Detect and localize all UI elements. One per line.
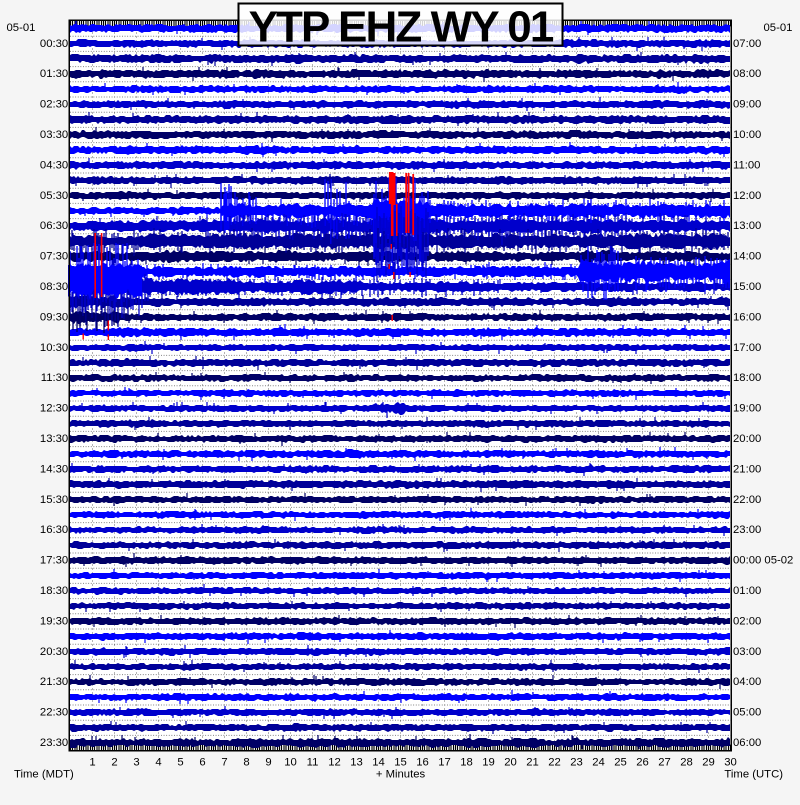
svg-text:Time (UTC): Time (UTC) [724, 769, 783, 781]
svg-text:14:30: 14:30 [40, 463, 68, 475]
svg-text:13:30: 13:30 [40, 433, 68, 445]
svg-text:02:00: 02:00 [733, 615, 761, 627]
svg-text:21:30: 21:30 [40, 676, 68, 688]
svg-text:22:30: 22:30 [40, 707, 68, 719]
svg-text:11:30: 11:30 [41, 372, 68, 384]
svg-text:12: 12 [328, 757, 341, 769]
svg-text:22: 22 [548, 757, 561, 769]
svg-text:23:00: 23:00 [733, 524, 761, 536]
svg-text:19:00: 19:00 [733, 403, 761, 415]
svg-text:07:30: 07:30 [40, 251, 68, 263]
svg-text:11:00: 11:00 [733, 159, 760, 171]
svg-text:19: 19 [482, 757, 495, 769]
svg-text:20:30: 20:30 [40, 646, 68, 658]
svg-text:14: 14 [372, 757, 385, 769]
svg-text:11: 11 [307, 757, 319, 769]
svg-text:20: 20 [504, 757, 517, 769]
svg-text:28: 28 [680, 757, 693, 769]
svg-text:04:00: 04:00 [733, 676, 761, 688]
svg-text:05-01: 05-01 [7, 22, 36, 34]
svg-text:1: 1 [89, 757, 95, 769]
svg-text:12:00: 12:00 [733, 190, 761, 202]
svg-text:6: 6 [199, 757, 205, 769]
svg-text:16: 16 [416, 757, 429, 769]
svg-text:10:00: 10:00 [733, 129, 761, 141]
svg-text:10:30: 10:30 [40, 342, 68, 354]
svg-text:Time (MDT): Time (MDT) [14, 769, 74, 781]
svg-text:26: 26 [636, 757, 649, 769]
svg-text:23: 23 [570, 757, 583, 769]
svg-text:5: 5 [177, 757, 183, 769]
svg-text:24: 24 [592, 757, 605, 769]
svg-text:29: 29 [702, 757, 715, 769]
svg-text:03:00: 03:00 [733, 646, 761, 658]
svg-text:YTP EHZ WY 01: YTP EHZ WY 01 [249, 3, 554, 52]
svg-text:01:00: 01:00 [733, 585, 761, 597]
svg-text:00:00 05-02: 00:00 05-02 [733, 555, 793, 567]
svg-text:17:30: 17:30 [40, 555, 68, 567]
svg-text:25: 25 [614, 757, 627, 769]
svg-text:15: 15 [394, 757, 407, 769]
svg-text:08:00: 08:00 [733, 68, 761, 80]
svg-text:00:30: 00:30 [40, 38, 68, 50]
svg-text:21:00: 21:00 [733, 463, 761, 475]
svg-text:30: 30 [724, 757, 737, 769]
svg-text:3: 3 [133, 757, 139, 769]
svg-text:01:30: 01:30 [40, 68, 68, 80]
svg-text:12:30: 12:30 [40, 403, 68, 415]
svg-text:13: 13 [350, 757, 363, 769]
svg-text:05:00: 05:00 [733, 707, 761, 719]
svg-text:16:30: 16:30 [40, 524, 68, 536]
svg-text:17:00: 17:00 [733, 342, 761, 354]
svg-text:17: 17 [438, 757, 451, 769]
svg-text:04:30: 04:30 [40, 159, 68, 171]
svg-text:05-01: 05-01 [764, 22, 793, 34]
svg-text:+ Minutes: + Minutes [376, 769, 426, 781]
svg-text:06:00: 06:00 [733, 737, 761, 749]
svg-text:03:30: 03:30 [40, 129, 68, 141]
svg-text:27: 27 [658, 757, 671, 769]
svg-text:10: 10 [284, 757, 297, 769]
svg-text:23:30: 23:30 [40, 737, 68, 749]
svg-text:9: 9 [265, 757, 271, 769]
svg-text:15:30: 15:30 [40, 494, 68, 506]
svg-text:08:30: 08:30 [40, 281, 68, 293]
svg-text:20:00: 20:00 [733, 433, 761, 445]
svg-text:18:30: 18:30 [40, 585, 68, 597]
svg-text:4: 4 [155, 757, 161, 769]
svg-text:15:00: 15:00 [733, 281, 761, 293]
svg-text:05:30: 05:30 [40, 190, 68, 202]
svg-text:09:30: 09:30 [40, 311, 68, 323]
svg-text:2: 2 [111, 757, 117, 769]
svg-text:13:00: 13:00 [733, 220, 761, 232]
svg-text:18:00: 18:00 [733, 372, 761, 384]
svg-text:14:00: 14:00 [733, 251, 761, 263]
svg-text:7: 7 [221, 757, 227, 769]
svg-text:8: 8 [243, 757, 249, 769]
svg-text:18: 18 [460, 757, 473, 769]
svg-text:19:30: 19:30 [40, 615, 68, 627]
svg-text:21: 21 [526, 757, 539, 769]
svg-text:02:30: 02:30 [40, 99, 68, 111]
svg-text:09:00: 09:00 [733, 99, 761, 111]
svg-text:22:00: 22:00 [733, 494, 761, 506]
svg-text:06:30: 06:30 [40, 220, 68, 232]
svg-text:07:00: 07:00 [733, 38, 761, 50]
svg-text:16:00: 16:00 [733, 311, 761, 323]
